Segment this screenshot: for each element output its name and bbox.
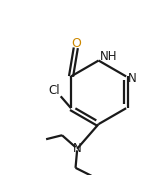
Text: Cl: Cl <box>48 84 60 97</box>
Text: N: N <box>73 142 82 155</box>
Text: O: O <box>71 36 81 49</box>
Text: NH: NH <box>100 50 118 63</box>
Text: N: N <box>128 71 137 84</box>
